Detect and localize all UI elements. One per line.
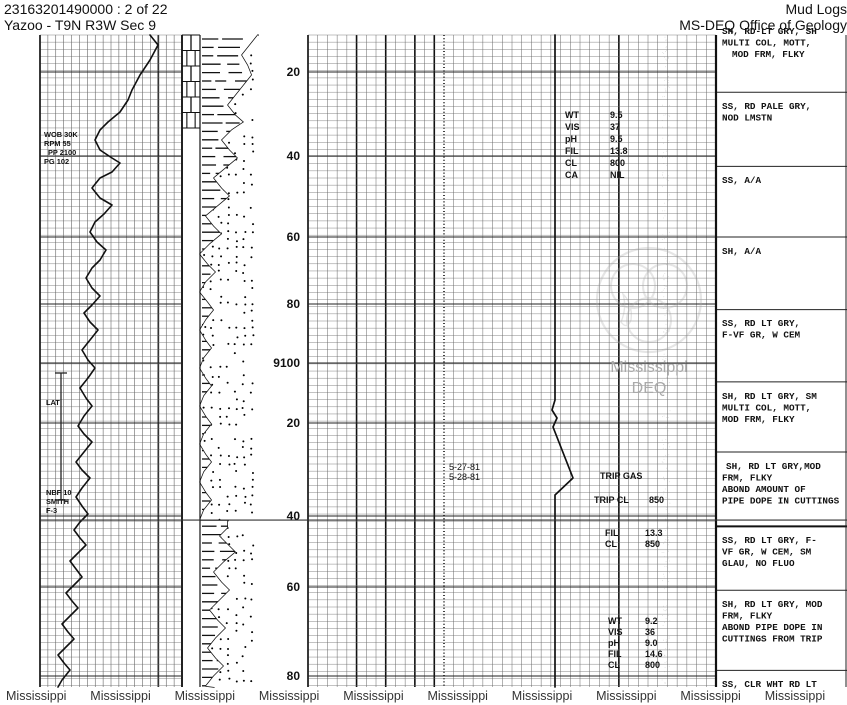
svg-text:pH: pH — [608, 638, 620, 648]
svg-text:MOD FRM, FLKY: MOD FRM, FLKY — [722, 414, 795, 425]
svg-text:FRM, FLKY: FRM, FLKY — [722, 473, 773, 484]
svg-text:SS, RD LT GRY,: SS, RD LT GRY, — [722, 318, 800, 329]
svg-text:36: 36 — [645, 627, 655, 637]
svg-text:13.3: 13.3 — [645, 528, 663, 538]
svg-text:Mississippi: Mississippi — [765, 689, 825, 703]
svg-text:80: 80 — [287, 297, 301, 311]
svg-text:9.5: 9.5 — [610, 110, 623, 120]
svg-text:TRIP GAS: TRIP GAS — [600, 471, 642, 481]
svg-text:20: 20 — [287, 65, 301, 79]
svg-text:Mississippi: Mississippi — [90, 689, 150, 703]
svg-text:850: 850 — [649, 495, 664, 505]
svg-text:800: 800 — [645, 660, 660, 670]
svg-text:CL: CL — [605, 539, 617, 549]
svg-text:SH, RD LT GRY, MOD: SH, RD LT GRY, MOD — [722, 599, 823, 610]
svg-text:SH, RD-LT GRY, SH: SH, RD-LT GRY, SH — [722, 26, 817, 37]
svg-text:Mississippi: Mississippi — [343, 689, 403, 703]
svg-text:5-27-81: 5-27-81 — [449, 462, 480, 472]
svg-text:SS, RD LT GRY, F-: SS, RD LT GRY, F- — [722, 535, 817, 546]
svg-text:ABOND PIPE DOPE IN: ABOND PIPE DOPE IN — [722, 622, 822, 633]
svg-text:CUTTINGS FROM TRIP: CUTTINGS FROM TRIP — [722, 634, 823, 645]
svg-text:20: 20 — [287, 416, 301, 430]
svg-text:RPM 55: RPM 55 — [44, 139, 71, 148]
svg-text:F-3: F-3 — [46, 506, 57, 515]
svg-text:ABOND AMOUNT OF: ABOND AMOUNT OF — [722, 484, 806, 495]
svg-text:NIL: NIL — [610, 170, 625, 180]
svg-text:40: 40 — [287, 509, 301, 523]
svg-text:MOD FRM, FLKY: MOD FRM, FLKY — [732, 49, 805, 60]
svg-text:14.6: 14.6 — [645, 649, 663, 659]
svg-text:SMITH: SMITH — [46, 497, 69, 506]
svg-text:Mississippi: Mississippi — [175, 689, 235, 703]
svg-text:NOD LMSTN: NOD LMSTN — [722, 113, 772, 124]
svg-text:13.8: 13.8 — [610, 146, 628, 156]
svg-text:WT: WT — [565, 110, 579, 120]
svg-text:PG 102: PG 102 — [44, 157, 69, 166]
svg-text:WOB 30K: WOB 30K — [44, 130, 78, 139]
svg-text:5-28-81: 5-28-81 — [449, 472, 480, 482]
svg-text:VF GR, W CEM, SM: VF GR, W CEM, SM — [722, 547, 812, 558]
svg-text:MULTI COL, MOTT,: MULTI COL, MOTT, — [722, 38, 811, 49]
svg-text:SH, RD LT GRY,MOD: SH, RD LT GRY,MOD — [726, 461, 821, 472]
svg-text:Mississippi: Mississippi — [428, 689, 488, 703]
svg-text:FIL: FIL — [565, 146, 579, 156]
svg-text:PIPE DOPE IN CUTTINGS: PIPE DOPE IN CUTTINGS — [722, 496, 840, 507]
svg-text:Mississippi: Mississippi — [6, 689, 66, 703]
svg-text:40: 40 — [287, 149, 301, 163]
svg-text:800: 800 — [610, 158, 625, 168]
svg-text:GLAU, NO FLUO: GLAU, NO FLUO — [722, 558, 795, 569]
svg-text:Mississippi: Mississippi — [596, 689, 656, 703]
svg-text:850: 850 — [645, 539, 660, 549]
svg-text:DEQ: DEQ — [632, 380, 667, 397]
svg-text:LAT: LAT — [46, 398, 60, 407]
svg-text:FIL: FIL — [605, 528, 619, 538]
svg-text:SS, A/A: SS, A/A — [722, 175, 761, 186]
svg-text:9.2: 9.2 — [645, 616, 658, 626]
svg-text:VIS: VIS — [565, 122, 580, 132]
svg-text:SH, A/A: SH, A/A — [722, 246, 761, 257]
svg-text:FRM, FLKY: FRM, FLKY — [722, 611, 773, 622]
svg-text:SS, RD PALE GRY,: SS, RD PALE GRY, — [722, 101, 811, 112]
svg-text:Mississippi: Mississippi — [512, 689, 572, 703]
svg-text:pH: pH — [565, 134, 577, 144]
svg-text:TRIP CL: TRIP CL — [594, 495, 629, 505]
svg-text:60: 60 — [287, 580, 301, 594]
svg-text:9.0: 9.0 — [645, 638, 658, 648]
svg-text:Mississippi: Mississippi — [680, 689, 740, 703]
svg-text:FIL: FIL — [608, 649, 622, 659]
svg-text:WT: WT — [608, 616, 622, 626]
svg-text:9.5: 9.5 — [610, 134, 623, 144]
svg-text:SH, RD LT GRY, SM: SH, RD LT GRY, SM — [722, 391, 817, 402]
svg-text:Mississippi: Mississippi — [610, 359, 687, 376]
svg-text:37: 37 — [610, 122, 620, 132]
svg-text:9100: 9100 — [273, 356, 300, 370]
svg-text:Mississippi: Mississippi — [259, 689, 319, 703]
svg-text:80: 80 — [287, 669, 301, 683]
svg-text:F-VF GR, W CEM: F-VF GR, W CEM — [722, 330, 801, 341]
svg-text:CL: CL — [565, 158, 577, 168]
svg-text:MULTI COL, MOTT,: MULTI COL, MOTT, — [722, 403, 811, 414]
svg-text:PP 2100: PP 2100 — [48, 148, 76, 157]
svg-text:60: 60 — [287, 230, 301, 244]
svg-text:VIS: VIS — [608, 627, 623, 637]
svg-text:NBF 10: NBF 10 — [46, 488, 71, 497]
svg-text:CA: CA — [565, 170, 578, 180]
svg-text:CL: CL — [608, 660, 620, 670]
